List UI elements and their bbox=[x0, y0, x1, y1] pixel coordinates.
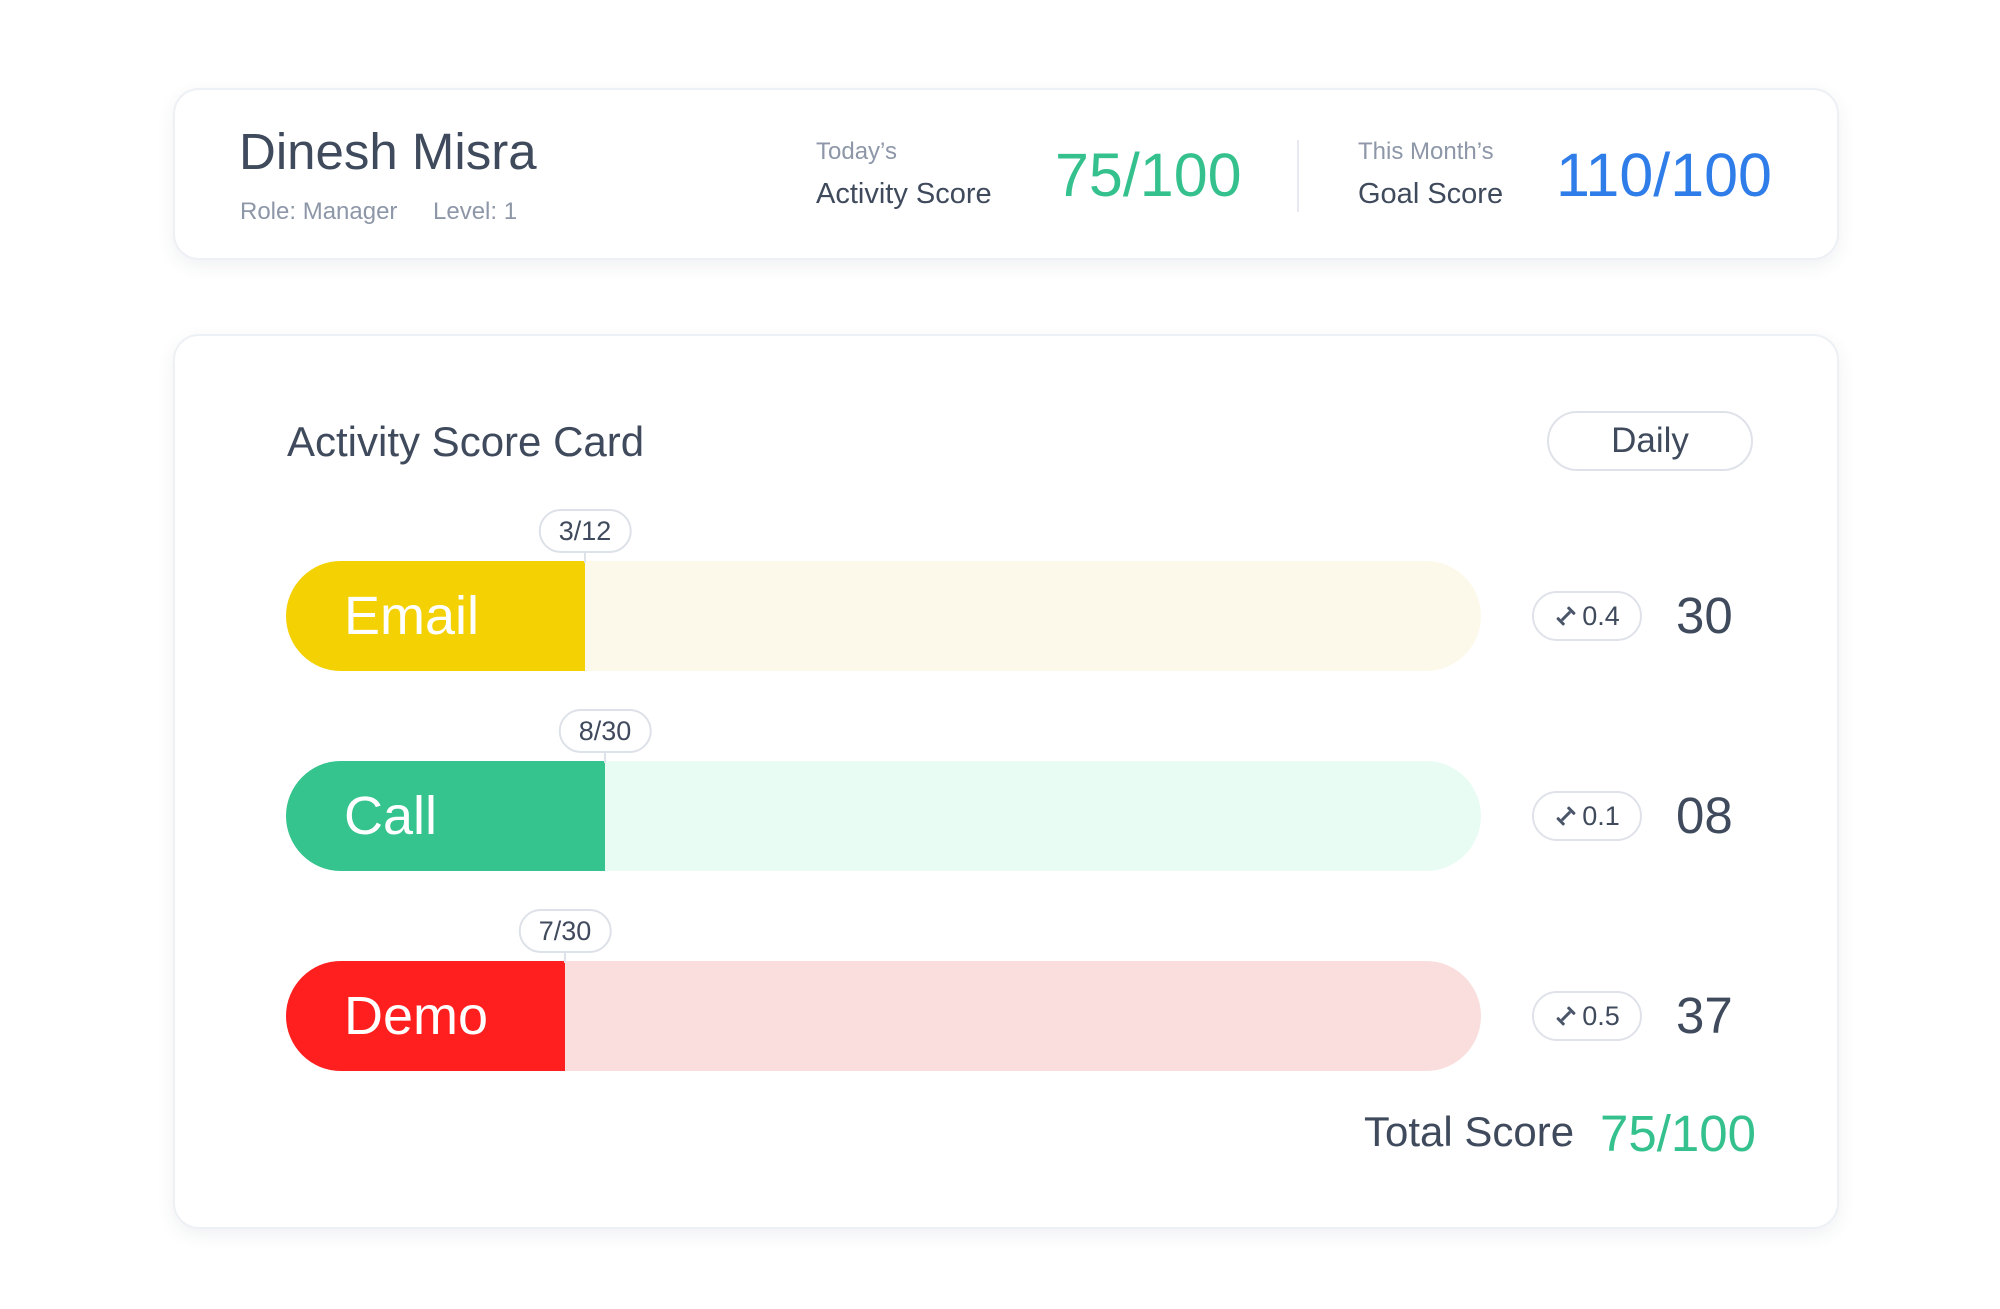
activity-score-caption: Today’s bbox=[816, 138, 897, 165]
card-title: Activity Score Card bbox=[287, 418, 645, 465]
activity-score-value: 75/100 bbox=[1055, 141, 1242, 209]
progress-track: Email bbox=[286, 561, 1481, 671]
activity-row-0: Email 3/12 0.4 30 bbox=[286, 509, 1766, 671]
activity-points: 08 bbox=[1676, 787, 1733, 844]
goal-score-caption: This Month’s bbox=[1358, 138, 1494, 165]
activity-label: Email bbox=[344, 586, 480, 646]
total-score-value: 75/100 bbox=[1600, 1105, 1756, 1162]
activity-points: 37 bbox=[1676, 987, 1733, 1044]
activity-row-1: Call 8/30 0.1 08 bbox=[286, 709, 1766, 871]
progress-tag-stem bbox=[584, 553, 586, 563]
activity-points: 30 bbox=[1676, 587, 1733, 644]
profile-card: Dinesh Misra Role: Manager Level: 1 Toda… bbox=[173, 88, 1839, 260]
activity-score-card: Activity Score Card Daily Email 3/12 0.4 30… bbox=[173, 334, 1839, 1229]
progress-fill bbox=[286, 961, 565, 1071]
header-divider bbox=[1297, 140, 1299, 212]
weight-icon bbox=[1556, 1006, 1576, 1026]
activity-label: Demo bbox=[344, 986, 489, 1046]
total-score-label: Total Score bbox=[1364, 1108, 1575, 1155]
progress-tag-stem bbox=[604, 753, 606, 763]
weight-badge: 0.4 bbox=[1532, 591, 1642, 641]
activity-row-2: Demo 7/30 0.5 37 bbox=[286, 909, 1766, 1071]
goal-score-value: 110/100 bbox=[1556, 141, 1772, 209]
progress-tag: 7/30 bbox=[518, 909, 612, 953]
progress-track: Demo bbox=[286, 961, 1481, 1071]
progress-fill bbox=[286, 761, 605, 871]
weight-badge: 0.5 bbox=[1532, 991, 1642, 1041]
user-level: Level: 1 bbox=[433, 198, 518, 225]
weight-icon bbox=[1556, 606, 1576, 626]
goal-score-label: Goal Score bbox=[1358, 178, 1504, 210]
progress-fill bbox=[286, 561, 585, 671]
period-select-button[interactable]: Daily bbox=[1547, 411, 1753, 471]
weight-value: 0.1 bbox=[1582, 800, 1620, 831]
weight-badge: 0.1 bbox=[1532, 791, 1642, 841]
activity-score-label: Activity Score bbox=[816, 178, 992, 210]
progress-tag: 3/12 bbox=[538, 509, 632, 553]
weight-value: 0.4 bbox=[1582, 600, 1620, 631]
weight-icon bbox=[1556, 806, 1576, 826]
progress-track: Call bbox=[286, 761, 1481, 871]
weight-value: 0.5 bbox=[1582, 1000, 1620, 1031]
user-role: Role: Manager bbox=[240, 198, 398, 225]
progress-tag-stem bbox=[564, 953, 566, 963]
activity-label: Call bbox=[344, 786, 438, 846]
user-name: Dinesh Misra bbox=[239, 123, 537, 180]
progress-tag: 8/30 bbox=[558, 709, 652, 753]
